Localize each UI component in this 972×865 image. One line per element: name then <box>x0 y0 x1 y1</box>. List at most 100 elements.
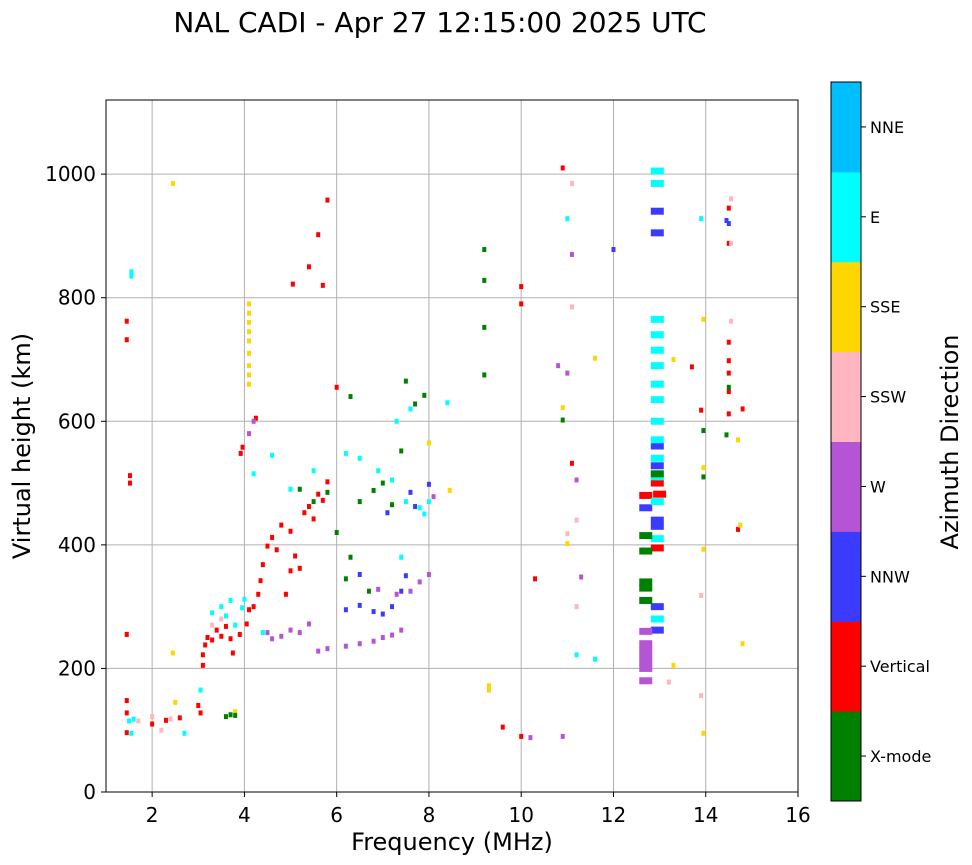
colorbar-tick-label: X-mode <box>870 747 931 766</box>
data-point-e <box>650 417 664 425</box>
data-point-vertical <box>127 473 132 479</box>
data-point-e <box>699 216 704 222</box>
data-point-vertical <box>203 642 208 648</box>
data-point-vertical <box>124 710 129 716</box>
data-point-vertical <box>653 490 667 498</box>
data-point-w <box>357 641 362 647</box>
data-point-sse <box>486 687 491 693</box>
data-point-e <box>127 718 132 724</box>
data-point-vertical <box>297 565 302 571</box>
data-point-e <box>219 604 224 610</box>
data-point-x-mode <box>650 470 664 478</box>
data-point-vertical <box>288 568 293 574</box>
data-point-nnw <box>650 462 664 470</box>
data-point-w <box>556 363 561 369</box>
data-point-w <box>380 635 385 641</box>
x-axis-ticks: 2 4 6 8 10 12 14 16 <box>146 792 811 827</box>
data-point-e <box>311 468 316 474</box>
y-tick-label: 0 <box>83 780 96 804</box>
data-point-e <box>394 418 399 424</box>
data-point-e <box>260 630 265 636</box>
data-point-vertical <box>274 547 279 553</box>
data-point-nnw <box>380 611 385 617</box>
data-point-e <box>129 273 134 279</box>
data-point-sse <box>486 683 491 689</box>
colorbar-tick-label: SSW <box>870 388 906 407</box>
data-point-e <box>650 380 664 388</box>
data-point-sse <box>447 487 452 493</box>
data-point-e <box>357 455 362 461</box>
data-point-vertical <box>726 389 731 395</box>
data-point-e <box>251 471 256 477</box>
data-point-x-mode <box>390 502 395 508</box>
data-point-vertical <box>699 407 704 413</box>
data-point-e <box>650 436 664 444</box>
data-point-w <box>251 418 256 424</box>
data-point-x-mode <box>413 401 418 407</box>
data-point-vertical <box>316 232 321 238</box>
data-point-x-mode <box>348 554 353 560</box>
data-point-w <box>639 658 653 666</box>
data-point-nnw <box>385 510 390 516</box>
data-point-vertical <box>214 627 219 633</box>
data-point-nnw <box>650 626 664 634</box>
data-point-vertical <box>650 479 664 487</box>
data-point-x-mode <box>371 487 376 493</box>
data-point-vertical <box>238 450 243 456</box>
data-point-ssw <box>150 714 155 720</box>
data-point-vertical <box>124 730 129 736</box>
data-point-x-mode <box>639 596 653 604</box>
data-point-vertical <box>219 633 224 639</box>
data-point-vertical <box>726 411 731 417</box>
data-point-w <box>390 632 395 638</box>
data-point-x-mode <box>639 532 653 540</box>
data-point-x-mode <box>311 499 316 505</box>
data-point-nnw <box>650 603 664 611</box>
data-point-nnw <box>650 522 664 530</box>
data-point-e <box>270 452 275 458</box>
data-point-nnw <box>426 481 431 487</box>
data-point-w <box>399 627 404 633</box>
data-point-vertical <box>124 318 129 324</box>
data-point-sse <box>671 357 676 362</box>
x-tick-label: 16 <box>785 803 810 827</box>
data-point-nnw <box>724 217 729 223</box>
y-tick-label: 1000 <box>45 162 96 186</box>
data-point-vertical <box>320 497 325 503</box>
data-point-ssw <box>574 517 579 523</box>
data-point-w <box>639 646 653 654</box>
data-point-e <box>650 615 664 623</box>
data-point-e <box>408 406 413 412</box>
data-point-vertical <box>198 710 203 716</box>
colorbar-segment <box>831 531 861 622</box>
data-point-x-mode <box>403 378 408 384</box>
data-point-w <box>279 633 284 639</box>
data-point-w <box>639 640 653 648</box>
data-point-w <box>316 648 321 654</box>
data-point-e <box>223 613 228 619</box>
data-point-w <box>639 677 653 685</box>
data-point-sse <box>247 363 252 369</box>
colorbar-tick-label: NNE <box>870 118 904 137</box>
data-point-x-mode <box>223 714 228 720</box>
data-point-vertical <box>230 650 235 656</box>
data-point-nnw <box>343 607 348 613</box>
data-point-nnw <box>413 504 418 510</box>
data-point-e <box>129 269 134 275</box>
data-point-w <box>288 627 293 633</box>
data-point-e <box>650 498 664 506</box>
data-point-vertical <box>163 717 168 723</box>
x-axis-label: Frequency (MHz) <box>351 828 553 856</box>
data-point-x-mode <box>639 547 653 555</box>
data-point-w <box>394 591 399 597</box>
data-point-sse <box>247 329 252 335</box>
data-point-vertical <box>196 703 201 708</box>
data-point-sse <box>170 650 175 656</box>
data-point-vertical <box>237 631 242 637</box>
data-point-e <box>376 468 381 474</box>
data-point-vertical <box>569 460 574 466</box>
data-point-e <box>650 454 664 462</box>
data-point-nnw <box>639 504 653 512</box>
data-point-sse <box>426 440 431 446</box>
colorbar-tick-label: NNW <box>870 567 910 586</box>
